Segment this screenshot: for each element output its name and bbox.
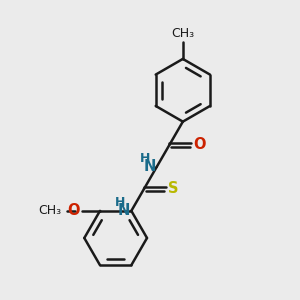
Text: H: H: [140, 152, 151, 165]
Text: CH₃: CH₃: [171, 27, 194, 40]
Text: N: N: [118, 203, 130, 218]
Text: CH₃: CH₃: [38, 204, 61, 218]
Text: N: N: [143, 159, 156, 174]
Text: O: O: [67, 203, 80, 218]
Text: O: O: [194, 137, 206, 152]
Text: H: H: [115, 196, 125, 209]
Text: S: S: [168, 182, 179, 196]
